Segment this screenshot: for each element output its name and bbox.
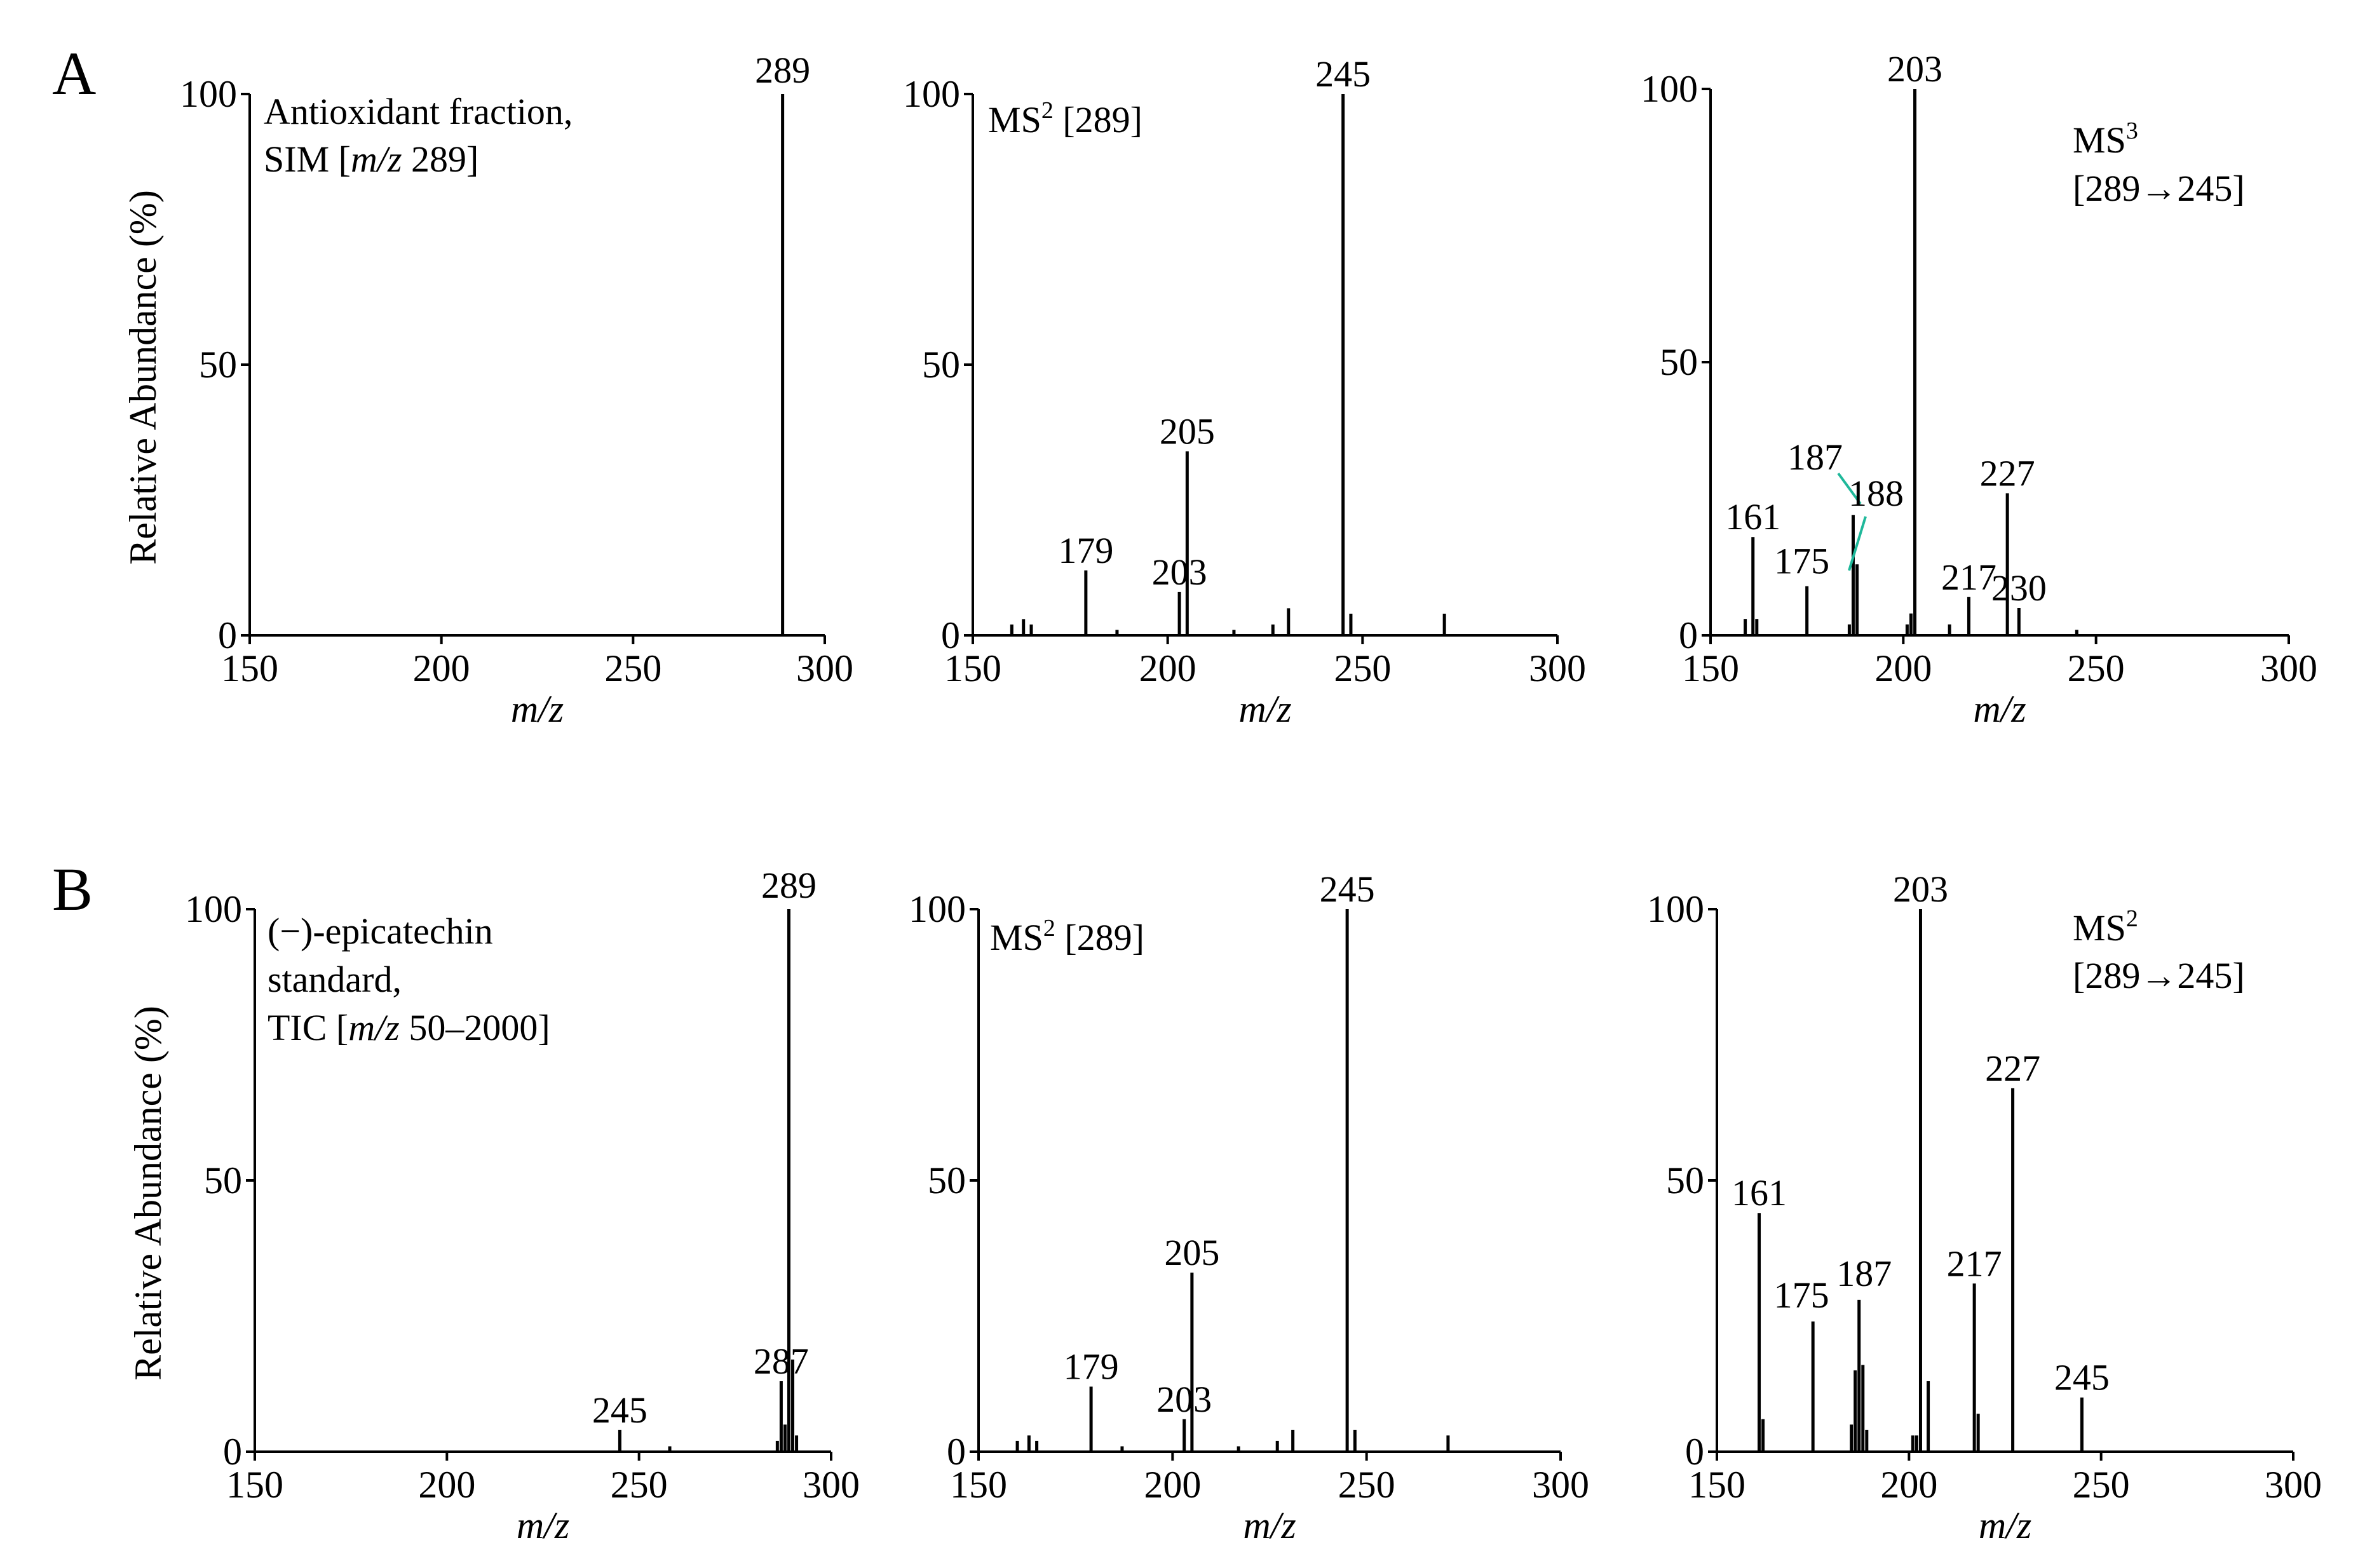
chart-panel-4: 150 200 250 300 0 50 100 m/z Relative Abundance … — [127, 865, 860, 1546]
y-tick-label: 0 — [218, 614, 237, 656]
x-tick-label: 250 — [604, 647, 661, 689]
x-axis-title: m/z — [1973, 688, 2026, 730]
peak-label: 161 — [1725, 496, 1780, 537]
y-tick-label: 0 — [1679, 614, 1698, 656]
x-tick-label: 150 — [221, 647, 278, 689]
peak-label: 179 — [1058, 530, 1113, 571]
y-tick-label: 0 — [1685, 1431, 1704, 1473]
x-tick-label: 300 — [803, 1464, 860, 1506]
peak-label: 245 — [2054, 1357, 2110, 1398]
x-tick-label: 250 — [1338, 1464, 1395, 1506]
panel-annotation: TIC [m/z 50–2000] — [268, 1007, 550, 1048]
y-tick-label: 0 — [223, 1431, 242, 1473]
y-tick-label: 100 — [903, 73, 960, 115]
x-tick-label: 200 — [418, 1464, 475, 1506]
x-tick-label: 150 — [226, 1464, 283, 1506]
peak-label: 230 — [1991, 567, 2047, 609]
peak-label: 203 — [1887, 48, 1942, 90]
peak-label: 227 — [1980, 452, 2035, 494]
x-tick-label: 300 — [796, 647, 853, 689]
peak-label: 245 — [1320, 868, 1375, 910]
x-tick-label: 250 — [2068, 647, 2125, 689]
peak-label: 289 — [761, 865, 817, 906]
panel-letter-a: A — [52, 39, 96, 107]
panel-annotation: Antioxidant fraction, — [264, 91, 573, 132]
y-tick-label: 100 — [909, 888, 966, 930]
y-tick-label: 50 — [1666, 1159, 1704, 1201]
y-tick-label: 100 — [180, 73, 237, 115]
peak-label: 245 — [592, 1389, 647, 1431]
y-tick-label: 50 — [204, 1159, 242, 1201]
peak-leader-line — [1848, 516, 1867, 571]
peak-label: 203 — [1152, 551, 1207, 593]
panel-letter-b: B — [52, 855, 93, 923]
panel-annotation: MS2 [289] — [990, 915, 1144, 958]
panel-annotation: MS3 — [2073, 118, 2138, 161]
peak-label: 289 — [755, 50, 810, 91]
x-tick-label: 150 — [1688, 1464, 1745, 1506]
x-tick-label: 200 — [413, 647, 470, 689]
peak-label: 205 — [1164, 1232, 1219, 1273]
y-tick-label: 50 — [1660, 341, 1698, 383]
panel-annotation: [289→245] — [2073, 168, 2245, 209]
peak-label: 175 — [1774, 541, 1829, 582]
peak-label: 205 — [1160, 410, 1215, 452]
peak-label: 227 — [1985, 1048, 2040, 1089]
panel-annotation: standard, — [268, 959, 402, 1000]
chart-panel-1: 150 200 250 300 0 50 100 m/z Relative Abundance … — [122, 50, 853, 730]
x-axis-title: m/z — [511, 688, 564, 730]
x-tick-label: 200 — [1880, 1464, 1937, 1506]
peak-leader-line — [1837, 472, 1862, 505]
peak-label: 203 — [1156, 1379, 1212, 1420]
chart-panel-2: 150 200 250 300 0 50 100 m/z 179 203 205 245 MS2 [28… — [903, 53, 1586, 730]
y-tick-label: 50 — [928, 1159, 966, 1201]
panel-annotation: MS2 — [2073, 905, 2138, 949]
x-axis-title: m/z — [1979, 1504, 2031, 1546]
x-tick-label: 200 — [1874, 647, 1932, 689]
peak-label: 203 — [1893, 868, 1948, 910]
x-tick-label: 200 — [1139, 647, 1196, 689]
x-tick-label: 150 — [1682, 647, 1739, 689]
panel-annotation: MS2 [289] — [988, 97, 1142, 140]
panel-annotation: (−)-epicatechin — [268, 910, 493, 952]
x-tick-label: 300 — [2260, 647, 2317, 689]
peak-label: 179 — [1064, 1346, 1119, 1388]
x-tick-label: 250 — [611, 1464, 668, 1506]
y-tick-label: 50 — [199, 344, 237, 386]
y-axis-title: Relative Abundance (%) — [122, 190, 164, 565]
peak-label: 245 — [1315, 53, 1371, 95]
chart-panel-3: 150 200 250 300050100m/z1611751871882032172… — [1641, 48, 2317, 730]
x-tick-label: 300 — [2265, 1464, 2322, 1506]
x-axis-title: m/z — [1243, 1504, 1296, 1546]
y-tick-label: 100 — [1641, 68, 1698, 110]
x-tick-label: 250 — [2073, 1464, 2130, 1506]
panel-annotation: SIM [m/z 289] — [264, 139, 478, 180]
x-tick-label: 300 — [1532, 1464, 1589, 1506]
y-tick-label: 0 — [941, 614, 960, 656]
x-tick-label: 150 — [950, 1464, 1007, 1506]
peak-label: 161 — [1732, 1172, 1787, 1213]
x-tick-label: 300 — [1529, 647, 1586, 689]
peak-label: 187 — [1787, 436, 1843, 478]
chart-panel-5: 150 200 250 300 0 50 100 m/z 179 203 205 245 MS2 [28… — [909, 868, 1589, 1546]
x-axis-title: m/z — [1238, 688, 1291, 730]
peak-label: 188 — [1848, 473, 1904, 514]
x-axis-title: m/z — [517, 1504, 569, 1546]
peak-label: 287 — [754, 1341, 809, 1382]
peak-label: 217 — [1941, 557, 1996, 598]
y-axis-title: Relative Abundance (%) — [127, 1006, 169, 1381]
x-tick-label: 200 — [1144, 1464, 1201, 1506]
peak-label: 175 — [1774, 1274, 1829, 1316]
peak-label: 187 — [1836, 1253, 1892, 1294]
x-tick-label: 150 — [944, 647, 1001, 689]
x-tick-label: 250 — [1334, 647, 1391, 689]
peak-label: 217 — [1947, 1243, 2002, 1284]
y-tick-label: 100 — [1647, 888, 1704, 930]
y-tick-label: 100 — [185, 888, 242, 930]
y-tick-label: 50 — [922, 344, 960, 386]
panel-annotation: [289→245] — [2073, 955, 2245, 996]
y-tick-label: 0 — [947, 1431, 966, 1473]
